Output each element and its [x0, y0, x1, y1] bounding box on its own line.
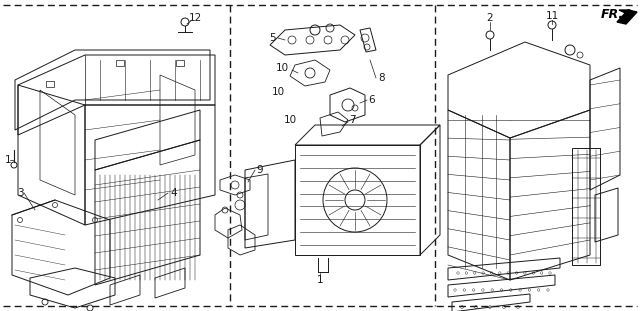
Text: 8: 8: [379, 73, 385, 83]
Text: 10: 10: [284, 115, 296, 125]
Polygon shape: [619, 10, 632, 16]
Text: 6: 6: [369, 95, 375, 105]
Text: 7: 7: [349, 115, 355, 125]
Text: 3: 3: [17, 188, 23, 198]
Polygon shape: [617, 10, 637, 24]
Text: 9: 9: [257, 165, 263, 175]
Text: 12: 12: [188, 13, 202, 23]
Text: 1: 1: [317, 275, 323, 285]
Text: FR.: FR.: [601, 8, 624, 21]
Text: 10: 10: [271, 87, 285, 97]
Text: 5: 5: [269, 33, 275, 43]
Text: 2: 2: [486, 13, 493, 23]
Text: 10: 10: [275, 63, 289, 73]
Text: 1: 1: [4, 155, 12, 165]
Text: 4: 4: [171, 188, 177, 198]
Text: 11: 11: [545, 11, 559, 21]
